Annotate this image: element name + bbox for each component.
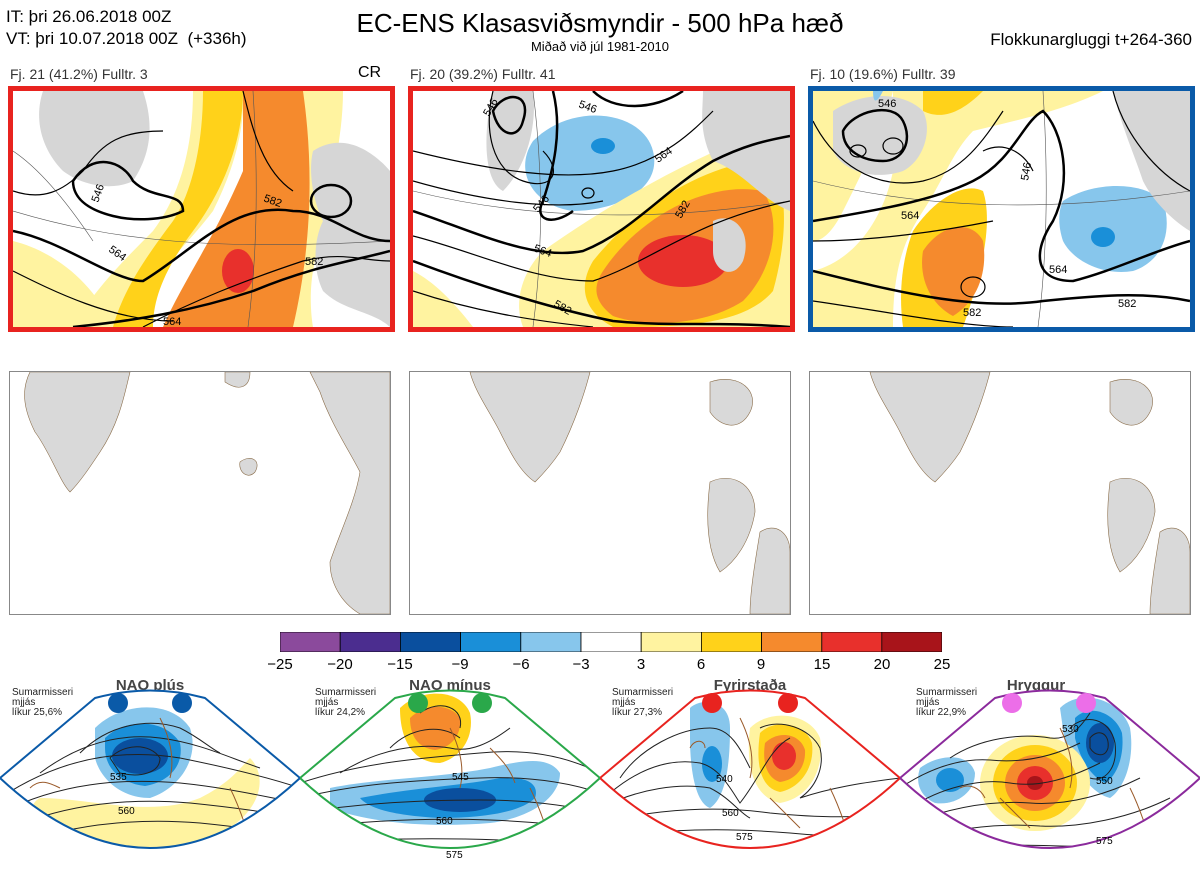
panel-1-label: Fj. 21 (41.2%) Fulltr. 3 bbox=[10, 66, 148, 82]
colorbar-swatch bbox=[761, 631, 823, 653]
contour-label: 560 bbox=[118, 806, 135, 817]
contour-label: 575 bbox=[446, 850, 463, 861]
cluster-map-3: 546 564 546 564 582 582 bbox=[813, 91, 1190, 327]
init-time: IT: þri 26.06.2018 00Z bbox=[6, 7, 172, 26]
regime-2-marker bbox=[408, 693, 428, 713]
contour-label: 560 bbox=[436, 816, 453, 827]
contour-label: 582 bbox=[262, 193, 283, 211]
cluster-map-2: 546 546 564 546 582 564 582 bbox=[413, 91, 790, 327]
regime-2-map: 545 560 575 bbox=[300, 689, 600, 861]
contour-label: 575 bbox=[736, 832, 753, 843]
contour-label: 540 bbox=[716, 774, 733, 785]
colorbar-swatch bbox=[520, 631, 582, 653]
colorbar-tick: 9 bbox=[756, 656, 766, 673]
colorbar bbox=[279, 631, 943, 653]
page-subtitle: Miðað við júl 1981-2010 bbox=[530, 39, 670, 54]
regime-4-note: Sumarmisseri mjjás líkur 22,9% bbox=[916, 687, 978, 718]
colorbar-tick: 15 bbox=[813, 656, 831, 673]
regime-3-name: Fyrirstaða bbox=[713, 677, 787, 694]
empty-map-panel-1 bbox=[9, 371, 391, 615]
regime-4-marker bbox=[1002, 693, 1022, 713]
contour-label: 546 bbox=[1019, 161, 1034, 181]
contour-label: 564 bbox=[163, 316, 181, 327]
colorbar-tick: 25 bbox=[933, 656, 951, 673]
regime-1-marker bbox=[172, 693, 192, 713]
colorbar-swatch bbox=[700, 631, 762, 653]
regime-1-name: NAO plús bbox=[115, 677, 185, 694]
colorbar-tick: 6 bbox=[696, 656, 706, 673]
contour-label: 560 bbox=[722, 808, 739, 819]
contour-label: 546 bbox=[90, 183, 108, 204]
colorbar-swatch bbox=[821, 631, 883, 653]
colorbar-swatch bbox=[881, 631, 943, 653]
colorbar-swatch bbox=[580, 631, 642, 653]
valid-time: VT: þri 10.07.2018 00Z (+336h) bbox=[6, 29, 247, 48]
regime-3-note: Sumarmisseri mjjás líkur 27,3% bbox=[612, 687, 674, 718]
colorbar-tick: −25 bbox=[267, 656, 293, 673]
contour-label: 564 bbox=[532, 243, 553, 261]
contour-label: 546 bbox=[878, 98, 896, 110]
colorbar-swatch bbox=[400, 631, 462, 653]
contour-label: 564 bbox=[901, 210, 919, 222]
cluster-panel-1: 546 582 564 582 564 bbox=[8, 86, 395, 332]
cluster-map-1: 546 582 564 582 564 bbox=[13, 91, 390, 327]
panel-3-label: Fj. 10 (19.6%) Fulltr. 39 bbox=[810, 66, 956, 82]
regime-3-marker bbox=[702, 693, 722, 713]
regime-2-note: Sumarmisseri mjjás líkur 24,2% bbox=[315, 687, 377, 718]
cluster-panel-2: 546 546 564 546 582 564 582 bbox=[408, 86, 795, 332]
colorbar-tick: 20 bbox=[873, 656, 891, 673]
colorbar-tick: −3 bbox=[572, 656, 590, 673]
cluster-panel-3: 546 564 546 564 582 582 bbox=[808, 86, 1195, 332]
regime-4-marker bbox=[1076, 693, 1096, 713]
contour-label: 550 bbox=[1096, 776, 1113, 787]
empty-map-panel-3 bbox=[809, 371, 1191, 615]
colorbar-tick: −15 bbox=[387, 656, 413, 673]
regime-4-map: 530 550 575 bbox=[900, 689, 1200, 849]
regime-2-marker bbox=[472, 693, 492, 713]
empty-map-panel-2 bbox=[409, 371, 791, 615]
header-times: IT: þri 26.06.2018 00Z VT: þri 10.07.2018… bbox=[6, 6, 247, 50]
regime-1-note: Sumarmisseri mjjás líkur 25,6% bbox=[12, 687, 74, 718]
contour-label: 582 bbox=[1118, 298, 1136, 310]
classification-window: Flokkunargluggi t+264-360 bbox=[990, 30, 1192, 49]
contour-label: 575 bbox=[1096, 836, 1113, 847]
regime-3-marker bbox=[778, 693, 798, 713]
colorbar-swatch bbox=[279, 631, 341, 653]
colorbar-swatch bbox=[460, 631, 522, 653]
colorbar-swatch bbox=[339, 631, 401, 653]
contour-label: 535 bbox=[110, 772, 127, 783]
contour-label: 530 bbox=[1062, 724, 1079, 735]
regime-1-marker bbox=[108, 693, 128, 713]
colorbar-swatches bbox=[279, 631, 943, 653]
contour-label: 546 bbox=[577, 99, 598, 117]
colorbar-tick: −6 bbox=[512, 656, 530, 673]
contour-label: 582 bbox=[963, 307, 981, 319]
contour-label: 564 bbox=[1049, 264, 1067, 276]
regime-1-map: 535 560 bbox=[0, 689, 300, 849]
page-title: EC-ENS Klasasviðsmyndir - 500 hPa hæð bbox=[356, 8, 844, 38]
regime-3-map: 540 560 575 bbox=[600, 689, 900, 849]
colorbar-tick: −9 bbox=[451, 656, 469, 673]
colorbar-swatch bbox=[640, 631, 702, 653]
panel-1-tag: CR bbox=[358, 64, 382, 81]
colorbar-tick: −20 bbox=[327, 656, 353, 673]
colorbar-tick: 3 bbox=[636, 656, 646, 673]
regime-2-name: NAO mínus bbox=[409, 677, 491, 694]
contour-label: 582 bbox=[305, 256, 323, 268]
contour-label: 545 bbox=[452, 772, 469, 783]
panel-2-label: Fj. 20 (39.2%) Fulltr. 41 bbox=[410, 66, 556, 82]
